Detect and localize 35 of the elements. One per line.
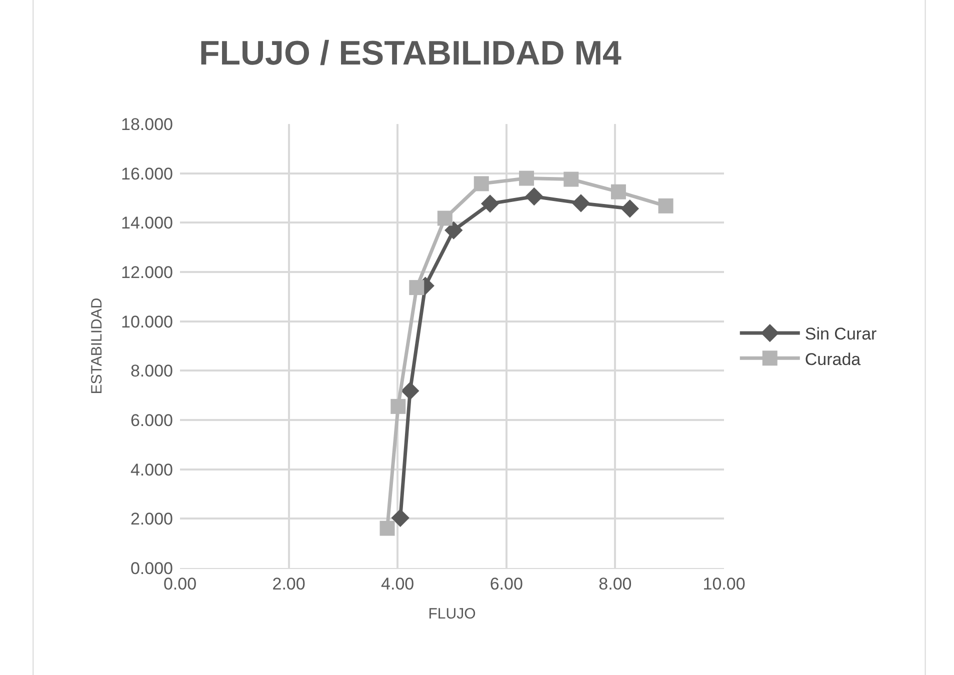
x-axis-title: FLUJO bbox=[428, 605, 476, 622]
point bbox=[444, 221, 463, 240]
point bbox=[572, 194, 590, 212]
point bbox=[480, 194, 500, 213]
y-tick-label: 14.000 bbox=[121, 214, 173, 233]
y-tick-label: 18.000 bbox=[121, 114, 173, 134]
y-tick-label: 8.000 bbox=[130, 362, 173, 381]
y-tick-label: 12.000 bbox=[121, 262, 173, 282]
y-tick-label: 4.000 bbox=[130, 460, 173, 480]
point bbox=[390, 398, 406, 414]
point bbox=[525, 187, 544, 206]
point bbox=[437, 210, 452, 226]
y-tick-label: 16.000 bbox=[121, 164, 173, 184]
y-tick-label: 6.000 bbox=[130, 410, 173, 430]
y-tick-label: 2.000 bbox=[130, 510, 173, 529]
point bbox=[380, 520, 395, 536]
x-tick-label: 6.00 bbox=[490, 574, 523, 594]
point bbox=[474, 176, 489, 192]
point bbox=[610, 184, 626, 200]
point bbox=[401, 382, 420, 400]
point bbox=[391, 508, 410, 528]
point bbox=[564, 172, 579, 187]
y-tick-label: 10.000 bbox=[121, 312, 173, 332]
legend-label: Sin Curar bbox=[804, 324, 878, 344]
x-tick-label: 2.00 bbox=[272, 574, 306, 594]
x-tick-label: 8.00 bbox=[598, 574, 632, 594]
point bbox=[658, 198, 674, 214]
point bbox=[620, 200, 639, 218]
chart-title: FLUJO / ESTABILIDAD M4 bbox=[198, 34, 622, 72]
x-tick-label: 10.00 bbox=[702, 574, 746, 594]
point bbox=[409, 280, 424, 296]
y-axis-title: ESTABILIDAD bbox=[88, 298, 106, 394]
legend-label: Curada bbox=[804, 350, 862, 369]
x-tick-label: 4.00 bbox=[381, 574, 414, 594]
point bbox=[519, 170, 534, 186]
